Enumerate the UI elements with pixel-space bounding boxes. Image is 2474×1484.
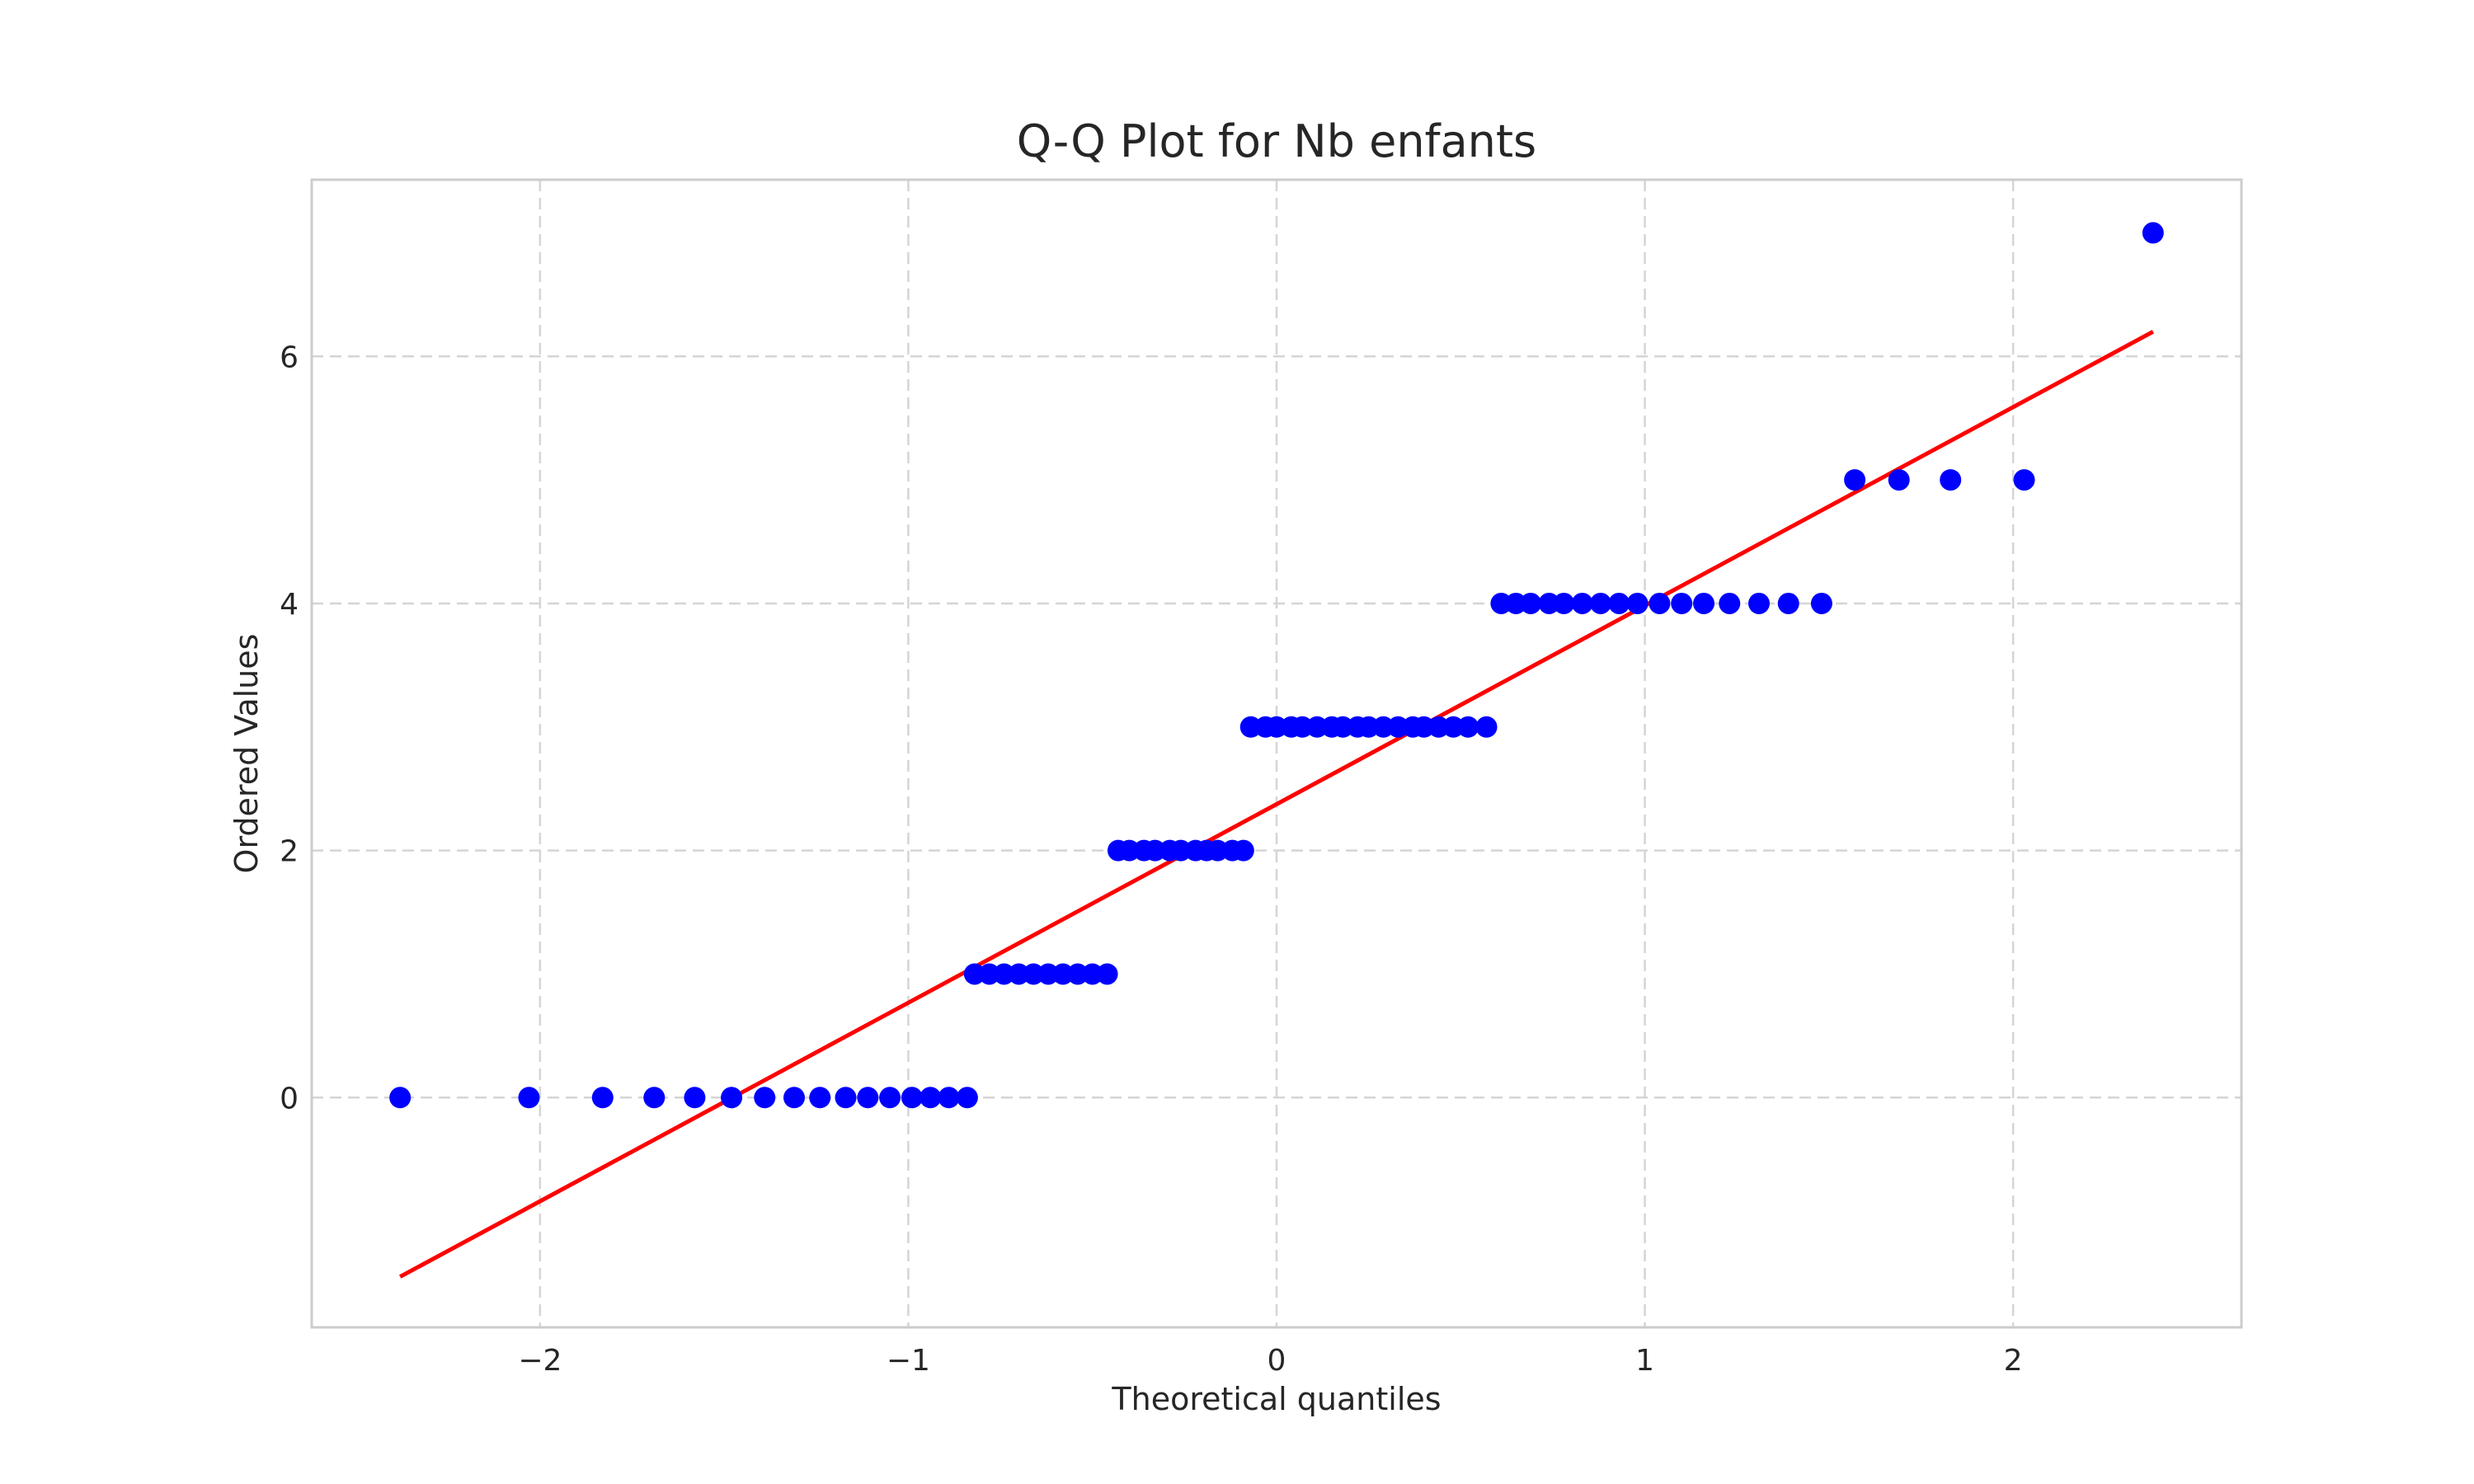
data-point — [1748, 592, 1770, 614]
data-point — [1505, 592, 1527, 614]
data-point — [1490, 592, 1512, 614]
data-point — [591, 1087, 614, 1109]
data-point — [901, 1087, 923, 1109]
data-point — [1232, 839, 1254, 862]
x-tick-label: −2 — [518, 1344, 562, 1378]
data-point — [1520, 592, 1542, 614]
data-point — [1144, 839, 1166, 862]
chart-title: Q-Q Plot for Nb enfants — [1017, 115, 1536, 167]
x-tick-label: −1 — [887, 1344, 930, 1378]
data-point — [809, 1087, 831, 1109]
data-point — [879, 1087, 901, 1109]
data-point — [835, 1087, 857, 1109]
data-point — [1008, 963, 1030, 985]
fit-line-layer — [398, 330, 2155, 1279]
data-point — [643, 1087, 666, 1109]
data-point — [1266, 716, 1287, 738]
data-point — [754, 1087, 776, 1109]
y-tick-label: 2 — [280, 835, 299, 869]
data-point — [1096, 963, 1118, 985]
x-axis-label: Theoretical quantiles — [1111, 1381, 1441, 1417]
data-point — [993, 963, 1015, 985]
data-point — [684, 1087, 706, 1109]
data-point — [1066, 963, 1089, 985]
data-point — [1810, 592, 1832, 614]
data-points — [389, 222, 2164, 1109]
data-point — [1649, 592, 1671, 614]
data-point — [1571, 592, 1593, 614]
data-point — [1777, 592, 1799, 614]
data-point — [1940, 469, 1962, 491]
data-point — [1671, 592, 1693, 614]
plot-frame — [310, 178, 2243, 1329]
data-point — [1081, 963, 1103, 985]
data-point — [1553, 592, 1575, 614]
data-point — [1475, 716, 1498, 738]
data-point — [1357, 716, 1380, 738]
data-point — [783, 1087, 805, 1109]
data-point — [1291, 716, 1314, 738]
data-point — [1413, 716, 1435, 738]
data-point — [1626, 592, 1649, 614]
y-axis-label: Ordered Values — [228, 634, 265, 874]
data-point — [1844, 469, 1866, 491]
data-point — [1206, 839, 1229, 862]
data-point — [1693, 592, 1715, 614]
data-point — [1169, 839, 1192, 862]
y-axis-ticks: 0 2 4 6 — [280, 340, 299, 1115]
x-tick-label: 1 — [1635, 1344, 1654, 1378]
data-point — [956, 1087, 978, 1109]
data-point — [1239, 716, 1262, 738]
data-point — [1051, 963, 1074, 985]
y-tick-label: 6 — [280, 340, 299, 374]
data-point — [721, 1087, 743, 1109]
data-point — [1538, 592, 1560, 614]
data-point — [920, 1087, 942, 1109]
data-point — [1306, 716, 1329, 738]
data-point — [1427, 716, 1450, 738]
data-point — [963, 963, 985, 985]
y-tick-label: 0 — [280, 1082, 299, 1115]
data-point — [389, 1087, 412, 1109]
data-point — [978, 963, 1000, 985]
data-point — [1457, 716, 1479, 738]
data-point — [1589, 592, 1611, 614]
data-point — [1387, 716, 1409, 738]
y-tick-label: 4 — [280, 588, 299, 622]
fit-line — [398, 330, 2155, 1279]
data-point — [2142, 222, 2164, 244]
data-point — [1608, 592, 1630, 614]
data-point — [1442, 716, 1465, 738]
data-point — [1888, 469, 1910, 491]
data-point — [1719, 592, 1741, 614]
x-tick-label: 0 — [1268, 1344, 1286, 1378]
data-point — [1118, 839, 1141, 862]
data-point — [1037, 963, 1060, 985]
data-point — [2013, 469, 2035, 491]
data-point — [857, 1087, 879, 1109]
grid-lines — [312, 180, 2241, 1327]
data-point — [1023, 963, 1045, 985]
x-axis-ticks: −2 −1 0 1 2 — [518, 1344, 2022, 1378]
data-point — [1332, 716, 1354, 738]
data-point — [1372, 716, 1395, 738]
data-point — [938, 1087, 960, 1109]
data-point — [518, 1087, 540, 1109]
x-tick-label: 2 — [2004, 1344, 2023, 1378]
